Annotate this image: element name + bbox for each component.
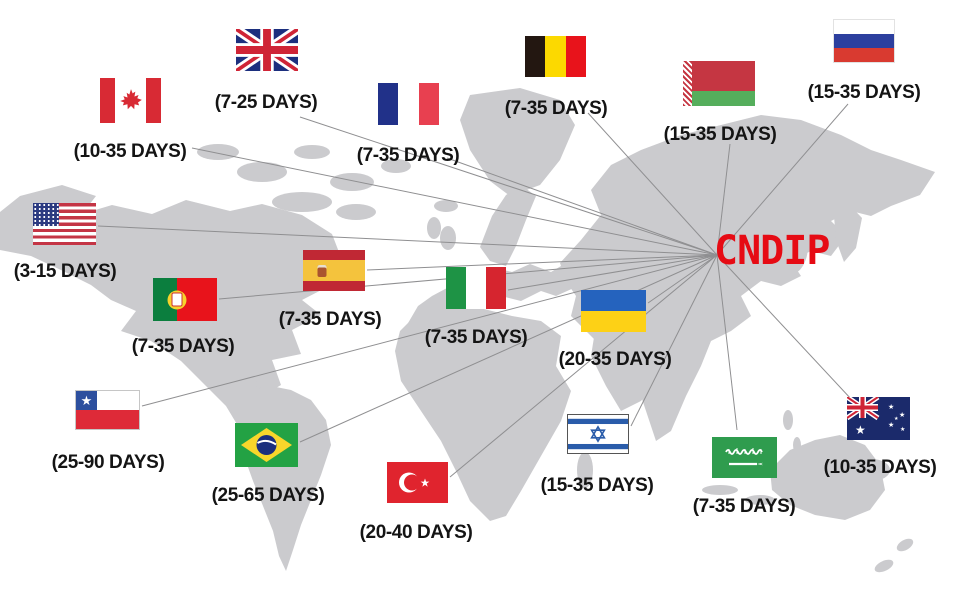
brazil-days-label: (25-65 DAYS) <box>211 485 325 506</box>
russia-days-label: (15-35 DAYS) <box>807 82 921 103</box>
israel-route-line <box>630 254 718 427</box>
turkey-route-line <box>449 254 718 478</box>
spain-days-label: (7-35 DAYS) <box>278 309 382 330</box>
uk-flag-icon <box>236 29 298 71</box>
ukraine-route-line <box>647 254 718 304</box>
svg-text:★: ★ <box>899 411 905 419</box>
spain-flag-icon <box>303 250 365 291</box>
france-route-line <box>446 157 718 256</box>
svg-text:★: ★ <box>888 403 894 411</box>
belarus-days-label: (15-35 DAYS) <box>663 124 777 145</box>
chile-days-label: (25-90 DAYS) <box>51 452 165 473</box>
canada-flag-icon <box>100 78 161 123</box>
israel-days-label: (15-35 DAYS) <box>540 475 654 496</box>
belgium-days-label: (7-35 DAYS) <box>504 98 608 119</box>
usa-flag-icon <box>33 203 96 245</box>
uk-route-line <box>299 116 718 256</box>
belarus-flag-icon <box>683 61 755 106</box>
svg-text:★: ★ <box>888 421 894 429</box>
belarus-route-line <box>716 143 731 256</box>
ukraine-days-label: (20-35 DAYS) <box>558 349 672 370</box>
australia-days-label: (10-35 DAYS) <box>823 457 937 478</box>
brazil-flag-icon <box>235 423 298 467</box>
italy-route-line <box>507 254 718 291</box>
usa-days-label: (3-15 DAYS) <box>13 261 117 282</box>
australia-flag-icon: ★ ★ ★ ★ ★ ★ <box>847 397 910 440</box>
france-flag-icon <box>378 83 439 125</box>
italy-days-label: (7-35 DAYS) <box>424 327 528 348</box>
turkey-days-label: (20-40 DAYS) <box>359 522 473 543</box>
australia-route-line <box>716 254 853 401</box>
uk-days-label: (7-25 DAYS) <box>214 92 318 113</box>
portugal-days-label: (7-35 DAYS) <box>131 336 235 357</box>
chile-flag-icon: ★ <box>75 390 140 430</box>
saudi-flag-icon <box>712 437 777 478</box>
brand-label: CNDIP <box>714 228 830 274</box>
spain-route-line <box>366 254 718 271</box>
belgium-flag-icon <box>525 36 586 77</box>
russia-route-line <box>716 103 849 256</box>
portugal-flag-icon <box>153 278 217 321</box>
france-days-label: (7-35 DAYS) <box>356 145 460 166</box>
saudi-days-label: (7-35 DAYS) <box>692 496 796 517</box>
svg-text:★: ★ <box>894 416 899 422</box>
israel-flag-icon <box>567 414 629 454</box>
canada-route-line <box>191 147 718 256</box>
svg-text:★: ★ <box>855 423 866 437</box>
russia-flag-icon <box>833 19 895 63</box>
belgium-route-line <box>587 112 718 256</box>
italy-flag-icon <box>446 267 506 309</box>
turkey-flag-icon <box>387 462 448 503</box>
brazil-route-line <box>299 254 718 443</box>
saudi-route-line <box>716 254 738 431</box>
svg-text:★: ★ <box>900 426 905 433</box>
ukraine-flag-icon <box>581 290 646 332</box>
usa-route-line <box>97 225 718 256</box>
canada-days-label: (10-35 DAYS) <box>73 141 187 162</box>
chile-route-line <box>141 254 718 407</box>
